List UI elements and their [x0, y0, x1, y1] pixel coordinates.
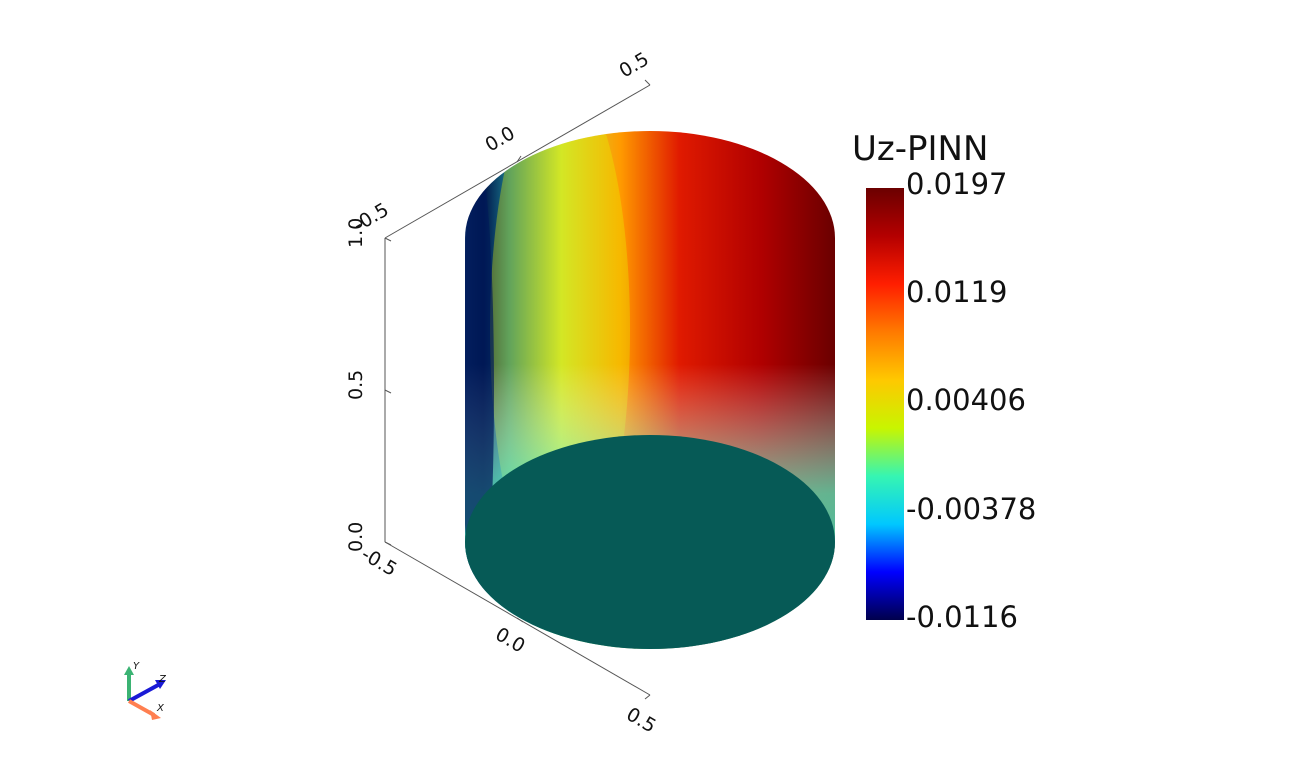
cube-axes [384, 79, 651, 700]
tick-mark [384, 389, 392, 394]
orientation-axes-triad: Y Z X [124, 661, 167, 720]
tick-mark [384, 237, 392, 242]
colorbar-label: 0.0119 [906, 275, 1007, 309]
z-arrow-head-icon [155, 680, 166, 689]
tick-mark [384, 541, 392, 546]
vertical-tick-label: 1.0 [345, 218, 367, 248]
colorbar-label: -0.0116 [906, 600, 1018, 634]
z-axis-arrow [128, 682, 161, 703]
vertical-tick-label: 0.0 [345, 522, 367, 552]
tick-mark [516, 617, 524, 623]
bottom-edge-tick-label: 0.0 [492, 623, 529, 657]
x-axis-arrow [128, 699, 155, 717]
top-edge-tick-label: 0.5 [616, 48, 653, 82]
colorbar-title: Uz-PINN [852, 129, 988, 169]
triad-label-z: Z [158, 674, 167, 685]
top-edge-tick-label: 0.0 [482, 122, 519, 156]
cylinder-bottom-face [465, 435, 835, 649]
x-arrow-head-icon [150, 710, 161, 720]
tick-mark [644, 694, 651, 700]
bottom-edge-tick-label: 0.5 [623, 703, 660, 737]
colorbar-label: 0.00406 [906, 383, 1026, 417]
triad-label-x: X [156, 703, 165, 714]
triad-label-y: Y [133, 661, 140, 672]
y-arrow-head-icon [124, 666, 134, 675]
colorbar-label: -0.00378 [906, 492, 1036, 526]
cylinder[interactable] [462, 70, 835, 650]
colorbar-gradient-bar [866, 188, 904, 620]
tick-mark [644, 79, 651, 86]
tick-mark [516, 155, 522, 163]
color-legend: Uz-PINN 0.0197 0.0119 0.00406 -0.00378 -… [852, 129, 1036, 634]
colorbar-label: 0.0197 [906, 167, 1007, 201]
vertical-tick-label: 0.5 [345, 370, 367, 400]
